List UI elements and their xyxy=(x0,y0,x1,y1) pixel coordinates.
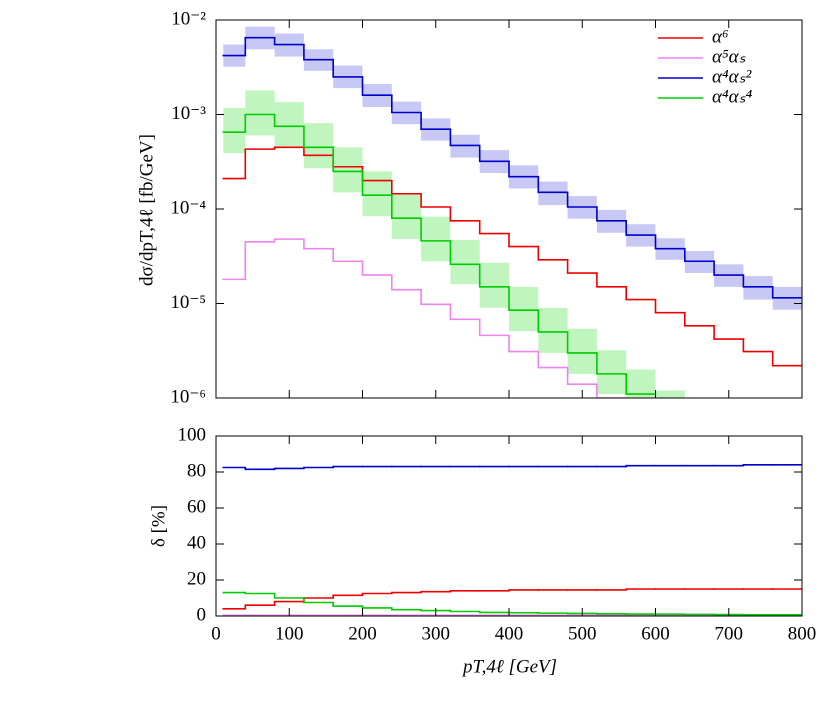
x-tick-label: 100 xyxy=(275,623,304,644)
y-tick-label: 0 xyxy=(197,604,207,625)
x-tick-label: 600 xyxy=(641,623,670,644)
x-tick-label: 200 xyxy=(348,623,377,644)
legend-label: α⁵αₛ xyxy=(712,46,747,67)
uncertainty-band xyxy=(743,276,773,300)
y-tick-label: 100 xyxy=(178,424,207,445)
x-tick-label: 0 xyxy=(211,623,221,644)
x-tick-label: 300 xyxy=(422,623,451,644)
uncertainty-band xyxy=(479,262,509,308)
x-tick-label: 700 xyxy=(715,623,744,644)
y-tick-label: 10⁻³ xyxy=(171,103,206,124)
y-tick-label: 80 xyxy=(187,460,206,481)
uncertainty-band xyxy=(245,90,275,136)
uncertainty-band xyxy=(450,239,480,285)
y-tick-label: 10⁻⁴ xyxy=(170,197,206,218)
y-tick-label: 10⁻² xyxy=(171,8,206,29)
uncertainty-band xyxy=(223,108,246,154)
uncertainty-band xyxy=(596,350,627,395)
legend-label: α⁶ xyxy=(712,26,729,47)
uncertainty-band xyxy=(303,123,334,169)
y-tick-label: 60 xyxy=(187,496,206,517)
plot-area xyxy=(222,463,802,616)
plot-area xyxy=(222,26,802,398)
uncertainty-band xyxy=(538,307,568,353)
x-tick-label: 400 xyxy=(495,623,524,644)
y-axis-label: dσ/dpT,4ℓ [fb/GeV] xyxy=(136,134,157,286)
uncertainty-band xyxy=(538,181,568,206)
legend-label: α⁴αₛ⁴ xyxy=(712,86,753,107)
legend-label: α⁴αₛ² xyxy=(712,66,752,87)
uncertainty-band xyxy=(391,194,422,240)
x-tick-label: 500 xyxy=(568,623,597,644)
y-tick-label: 40 xyxy=(187,532,206,553)
uncertainty-band xyxy=(333,147,363,193)
y-tick-label: 10⁻⁶ xyxy=(170,386,206,407)
uncertainty-band xyxy=(509,286,539,332)
uncertainty-band xyxy=(567,328,597,374)
uncertainty-band xyxy=(362,171,392,217)
y-tick-label: 10⁻⁵ xyxy=(170,292,206,313)
uncertainty-band xyxy=(626,369,656,398)
y-axis-label: δ [%] xyxy=(148,505,169,547)
y-tick-label: 20 xyxy=(187,568,206,589)
x-axis-label: pT,4ℓ [GeV] xyxy=(461,656,557,677)
uncertainty-band xyxy=(421,216,451,262)
uncertainty-band xyxy=(655,390,685,398)
uncertainty-band xyxy=(274,102,304,148)
x-tick-label: 800 xyxy=(788,623,817,644)
